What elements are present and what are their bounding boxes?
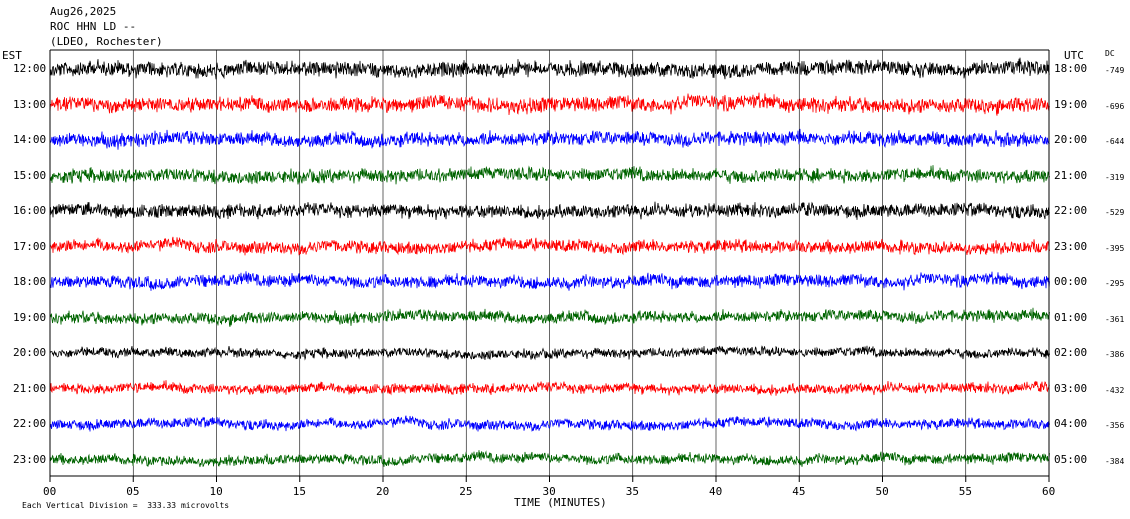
dc-offset-label: -749 xyxy=(1105,66,1125,75)
dc-offset-label: -644 xyxy=(1105,137,1125,146)
trace-1300 xyxy=(49,92,1050,116)
left-axis-label: EST xyxy=(2,49,22,62)
dc-offset-label: -384 xyxy=(1105,456,1125,466)
x-tick-label: 45 xyxy=(792,485,806,498)
x-tick-label: 60 xyxy=(1042,485,1056,498)
trace-1500 xyxy=(49,165,1050,185)
header-network: (LDEO, Rochester) xyxy=(50,35,163,48)
utc-hour-label: 00:00 xyxy=(1054,275,1088,288)
dc-offset-label: -356 xyxy=(1105,421,1125,430)
x-tick-label: 25 xyxy=(459,485,473,498)
utc-hour-label: 18:00 xyxy=(1054,62,1088,75)
trace-group xyxy=(49,57,1050,468)
utc-hour-label: 20:00 xyxy=(1054,133,1088,146)
x-axis-ticks xyxy=(49,476,1050,482)
est-hour-label: 19:00 xyxy=(13,310,47,324)
est-hour-label: 17:00 xyxy=(13,239,47,253)
est-hour-label: 21:00 xyxy=(13,381,47,395)
x-tick-label: 40 xyxy=(709,485,723,498)
est-hour-label: 22:00 xyxy=(13,417,47,430)
x-tick-label: 30 xyxy=(542,485,556,498)
dc-label: DC xyxy=(1105,49,1115,58)
scale-note: Each Vertical Division = 333.33 microvol… xyxy=(22,501,230,510)
utc-hour-label: 02:00 xyxy=(1054,346,1088,359)
x-axis-title: TIME (MINUTES) xyxy=(514,496,607,509)
dc-offset-label: -319 xyxy=(1105,172,1125,182)
trace-2000 xyxy=(49,345,1050,361)
est-hour-label: 14:00 xyxy=(13,133,47,146)
trace-2200 xyxy=(49,415,1050,432)
est-hour-label: 12:00 xyxy=(13,62,47,75)
utc-hour-label: 04:00 xyxy=(1054,417,1088,430)
x-tick-label: 05 xyxy=(126,485,140,498)
est-hour-label: 18:00 xyxy=(13,275,47,288)
utc-hour-label: 21:00 xyxy=(1054,168,1088,182)
est-hour-label: 16:00 xyxy=(13,204,47,217)
utc-hour-label: 05:00 xyxy=(1054,452,1088,466)
utc-hour-label: 01:00 xyxy=(1054,310,1088,324)
dc-offset-label: -432 xyxy=(1105,385,1125,395)
trace-2300 xyxy=(49,450,1050,468)
trace-1600 xyxy=(49,201,1050,220)
est-hour-label: 20:00 xyxy=(13,346,47,359)
dc-offset-label: -529 xyxy=(1105,208,1125,217)
est-hour-label: 13:00 xyxy=(13,97,47,111)
trace-1800 xyxy=(49,271,1050,291)
header-station: ROC HHN LD -- xyxy=(50,20,137,33)
dc-offset-label: -295 xyxy=(1105,279,1125,288)
trace-1700 xyxy=(49,236,1050,256)
utc-hour-label: 03:00 xyxy=(1054,381,1088,395)
x-tick-label: 15 xyxy=(292,485,306,498)
utc-hour-label: 22:00 xyxy=(1054,204,1088,217)
trace-2100 xyxy=(49,380,1050,397)
x-tick-label: 35 xyxy=(625,485,639,498)
x-tick-label: 50 xyxy=(875,485,889,498)
utc-hour-label: 23:00 xyxy=(1054,239,1088,253)
x-tick-label: 10 xyxy=(209,485,223,498)
dc-offset-label: -696 xyxy=(1105,101,1125,111)
dc-offset-label: -386 xyxy=(1105,350,1125,359)
utc-hour-label: 19:00 xyxy=(1054,97,1088,111)
x-tick-label: 55 xyxy=(958,485,972,498)
dc-offset-label: -395 xyxy=(1105,243,1125,253)
est-hour-label: 23:00 xyxy=(13,452,47,466)
trace-1400 xyxy=(49,128,1050,150)
dc-offset-label: -361 xyxy=(1105,314,1125,324)
right-axis-label: UTC xyxy=(1064,49,1084,62)
header-date: Aug26,2025 xyxy=(50,5,117,18)
x-tick-label: 20 xyxy=(376,485,390,498)
trace-1900 xyxy=(49,307,1050,328)
grid-lines xyxy=(132,50,967,476)
est-hour-label: 15:00 xyxy=(13,168,47,182)
x-tick-label: 00 xyxy=(43,485,57,498)
trace-1200 xyxy=(49,57,1050,80)
